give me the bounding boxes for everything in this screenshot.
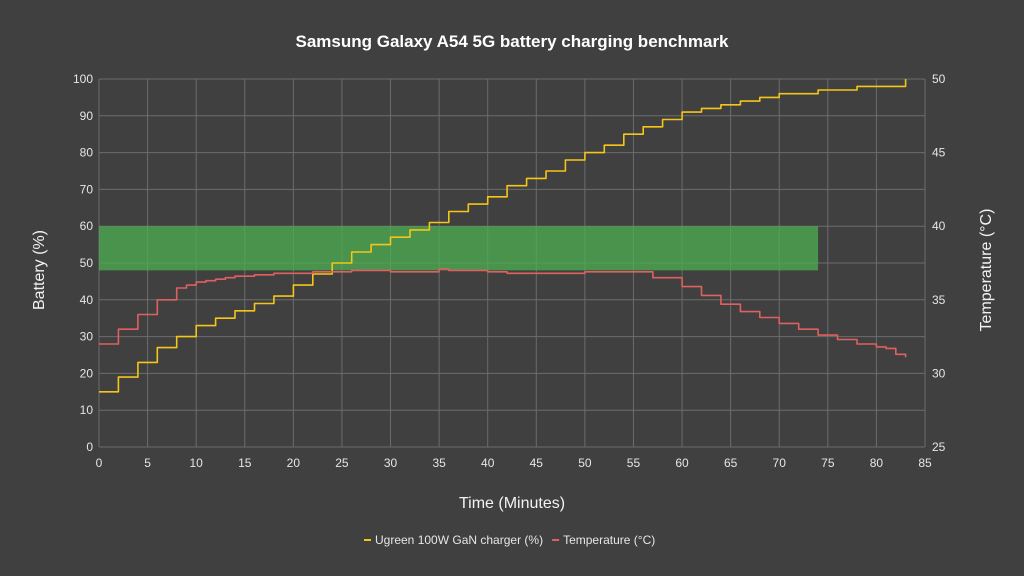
x-tick-label: 85 [918, 456, 932, 470]
x-tick-label: 60 [675, 456, 689, 470]
x-tick-label: 30 [384, 456, 398, 470]
y2-tick-label: 40 [932, 219, 946, 233]
highlight-band [99, 226, 819, 271]
y2-axis-title: Temperature (°C) [978, 209, 995, 332]
series-line-1 [99, 268, 907, 358]
x-tick-label: 35 [432, 456, 446, 470]
y-tick-label: 50 [80, 256, 94, 270]
y-tick-label: 30 [80, 330, 94, 344]
legend: Ugreen 100W GaN charger (%) Temperature (… [364, 533, 655, 547]
y-axis-title: Battery (%) [31, 230, 48, 310]
x-axis-title: Time (Minutes) [459, 495, 565, 512]
x-tick-label: 0 [96, 456, 103, 470]
x-tick-label: 65 [724, 456, 738, 470]
y-tick-label: 40 [80, 293, 94, 307]
y-tick-label: 90 [80, 109, 94, 123]
tick-labels: 0 5 10 15 20 25 30 35 40 45 50 55 60 65 70 75 80 85 0 10 20 3… [73, 72, 946, 470]
legend-label-1: Temperature (°C) [563, 533, 655, 547]
y-tick-label: 0 [86, 440, 93, 454]
y-tick-label: 70 [80, 182, 94, 196]
x-tick-label: 50 [578, 456, 592, 470]
y2-tick-label: 50 [932, 72, 946, 86]
x-tick-label: 75 [821, 456, 835, 470]
y-tick-label: 80 [80, 146, 94, 160]
y-tick-label: 20 [80, 366, 94, 380]
series-line-0 [99, 79, 907, 393]
x-tick-label: 20 [287, 456, 301, 470]
y-tick-label: 60 [80, 219, 94, 233]
x-tick-label: 25 [335, 456, 349, 470]
y2-tick-label: 45 [932, 146, 946, 160]
y2-tick-label: 35 [932, 293, 946, 307]
x-tick-label: 45 [530, 456, 544, 470]
y2-tick-label: 30 [932, 366, 946, 380]
x-tick-label: 15 [238, 456, 252, 470]
x-tick-label: 70 [773, 456, 787, 470]
x-tick-label: 80 [870, 456, 884, 470]
y-tick-label: 10 [80, 403, 94, 417]
x-tick-label: 10 [189, 456, 203, 470]
x-tick-label: 40 [481, 456, 495, 470]
chart-title: Samsung Galaxy A54 5G battery charging b… [295, 32, 729, 51]
highlight-band-layer [99, 226, 819, 271]
y-tick-label: 100 [73, 72, 93, 86]
series-layer [99, 79, 907, 393]
y2-tick-label: 25 [932, 440, 946, 454]
x-tick-label: 55 [627, 456, 641, 470]
x-tick-label: 5 [144, 456, 151, 470]
legend-label-0: Ugreen 100W GaN charger (%) [375, 533, 543, 547]
